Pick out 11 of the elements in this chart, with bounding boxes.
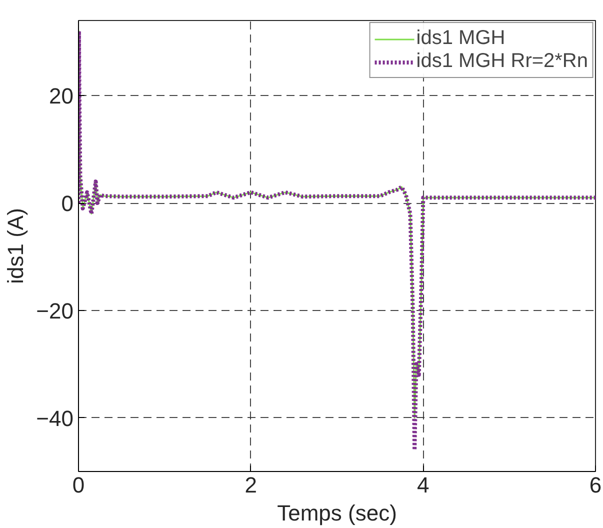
y-tick-label: 20 (49, 84, 74, 109)
legend-label: ids1 MGH Rr=2*Rn (416, 50, 588, 73)
x-axis-title: Temps (sec) (277, 500, 397, 526)
y-tick-label: 0 (61, 191, 74, 216)
x-tick-label: 4 (417, 472, 430, 498)
y-tick-label: −40 (36, 406, 74, 431)
y-axis-title: ids1 (A) (3, 208, 28, 284)
x-tick-label: 6 (589, 472, 602, 498)
y-tick-label: −20 (36, 298, 74, 324)
legend-label: ids1 MGH (416, 27, 506, 50)
x-tick-label: 2 (244, 472, 257, 498)
